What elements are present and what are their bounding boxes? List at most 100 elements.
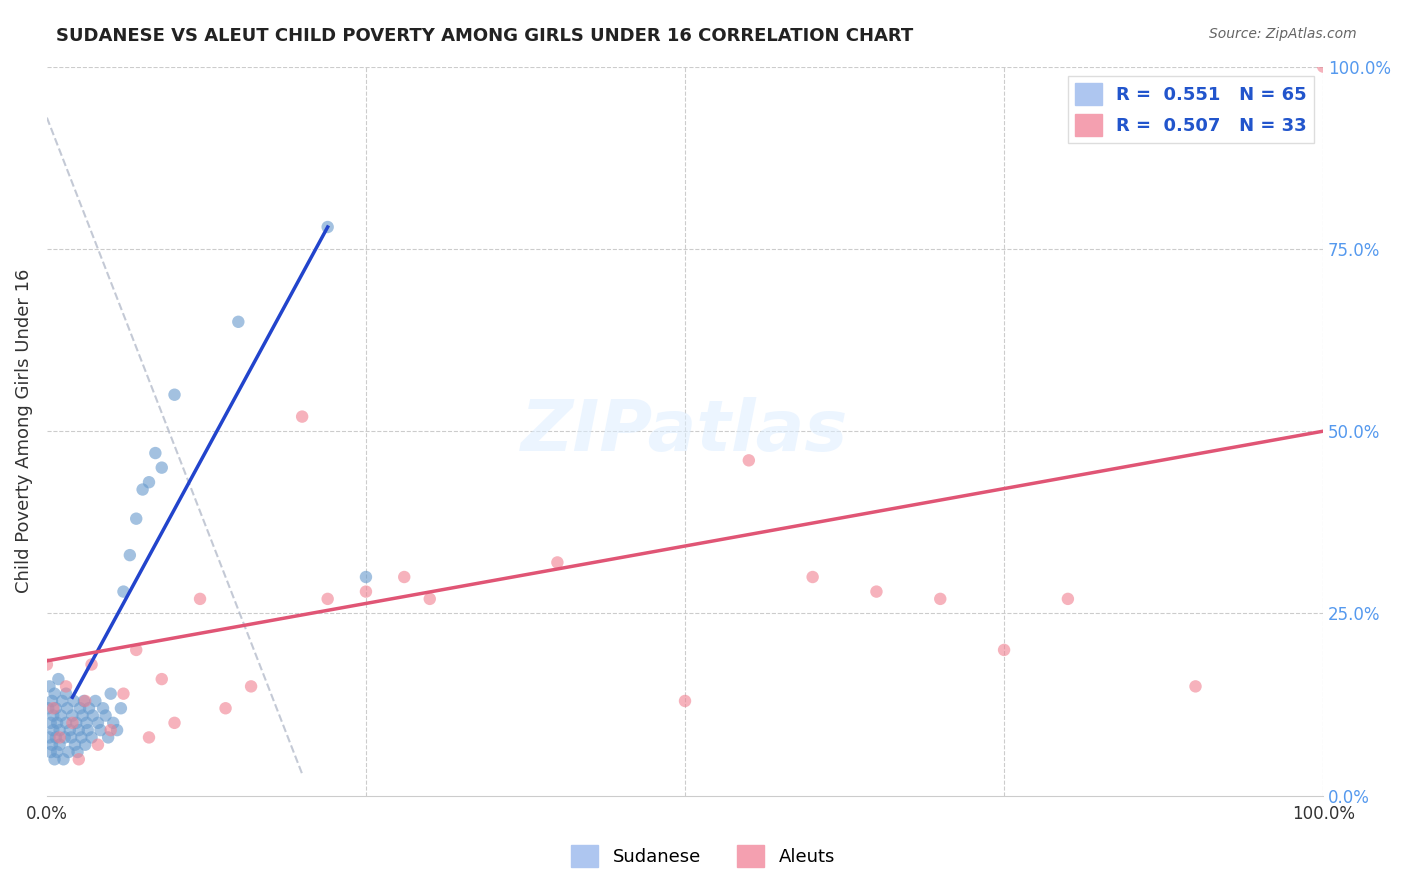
Point [53,731,76,745]
Point [48,672,70,686]
Point [75,694,97,708]
Point [48,738,70,752]
Legend: R =  0.551   N = 65, R =  0.507   N = 33: R = 0.551 N = 65, R = 0.507 N = 33 [1067,76,1315,143]
Point [87,715,110,730]
Point [65,715,87,730]
Point [51,694,73,708]
Point [59,723,82,738]
Point [112,687,135,701]
Point [214,701,236,715]
Point [48,723,70,738]
Point [112,584,135,599]
Point [69,701,91,715]
Legend: Sudanese, Aleuts: Sudanese, Aleuts [564,838,842,874]
Point [63,738,86,752]
Point [316,591,339,606]
Point [42,708,65,723]
Point [87,738,110,752]
Point [1057,591,1080,606]
Point [316,220,339,235]
Point [75,715,97,730]
Point [118,548,141,562]
Point [150,460,173,475]
Point [801,570,824,584]
Point [52,752,75,766]
Point [150,672,173,686]
Point [105,723,128,738]
Point [45,701,67,715]
Point [673,694,696,708]
Point [125,511,148,525]
Point [45,731,67,745]
Point [103,715,125,730]
Point [163,715,186,730]
Point [46,715,69,730]
Point [240,679,263,693]
Point [44,752,66,766]
Point [1312,60,1334,74]
Point [44,687,66,701]
Text: Source: ZipAtlas.com: Source: ZipAtlas.com [1209,27,1357,41]
Point [55,715,77,730]
Point [993,643,1015,657]
Point [84,694,107,708]
Text: SUDANESE VS ALEUT CHILD POVERTY AMONG GIRLS UNDER 16 CORRELATION CHART: SUDANESE VS ALEUT CHILD POVERTY AMONG GI… [56,27,914,45]
Point [188,591,211,606]
Point [35,657,58,672]
Point [58,745,80,759]
Point [91,701,114,715]
Point [42,701,65,715]
Point [228,315,250,329]
Point [82,708,104,723]
Point [62,694,84,708]
Y-axis label: Child Poverty Among Girls Under 16: Child Poverty Among Girls Under 16 [15,269,32,593]
Text: ZIPatlas: ZIPatlas [522,397,849,466]
Point [138,475,160,490]
Point [55,679,77,693]
Point [72,708,94,723]
Point [138,731,160,745]
Point [94,708,117,723]
Point [56,701,79,715]
Point [97,731,120,745]
Point [67,752,90,766]
Point [110,701,132,715]
Point [865,584,887,599]
Point [131,483,153,497]
Point [419,591,441,606]
Point [291,409,314,424]
Point [163,388,186,402]
Point [55,687,77,701]
Point [80,657,103,672]
Point [49,708,72,723]
Point [75,738,97,752]
Point [145,446,167,460]
Point [929,591,952,606]
Point [546,556,568,570]
Point [60,731,83,745]
Point [125,643,148,657]
Point [89,723,111,738]
Point [39,715,62,730]
Point [100,687,122,701]
Point [67,723,90,738]
Point [1184,679,1206,693]
Point [48,731,70,745]
Point [42,723,65,738]
Point [41,694,63,708]
Point [80,731,103,745]
Point [41,738,63,752]
Point [66,745,89,759]
Point [354,584,377,599]
Point [738,453,761,467]
Point [77,701,100,715]
Point [46,745,69,759]
Point [76,723,98,738]
Point [39,745,62,759]
Point [38,731,60,745]
Point [100,723,122,738]
Point [394,570,416,584]
Point [62,708,84,723]
Point [73,694,96,708]
Point [62,715,84,730]
